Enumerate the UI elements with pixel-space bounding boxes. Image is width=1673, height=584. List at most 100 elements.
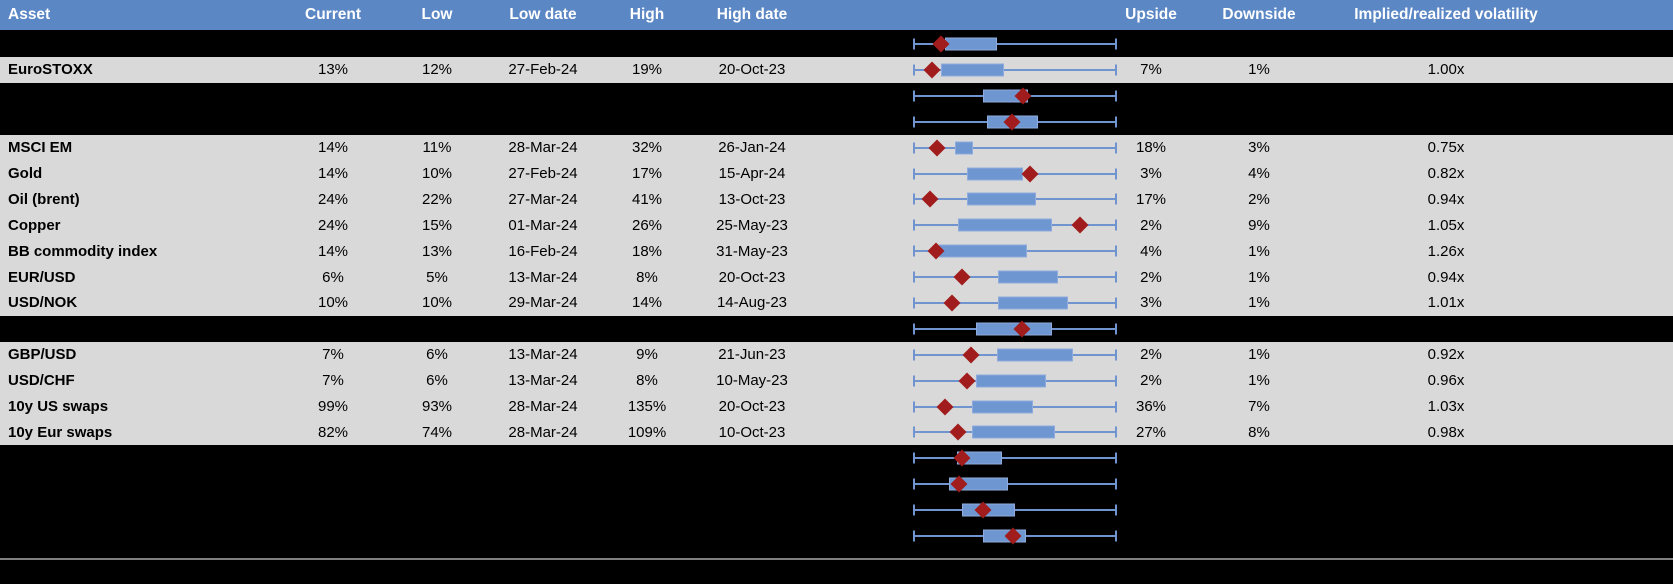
quartile-box [940,63,1004,77]
whisker-cap-right [1115,297,1117,309]
spacer-row [0,30,1673,57]
boxplot [800,135,1120,161]
column-header-high-date: High date [716,6,788,23]
cell-low-date: 28-Mar-24 [508,423,578,441]
table-row: Oil (brent) 24% 22% 27-Mar-24 41% 13-Oct-23 17… [0,186,1673,213]
cell-low: 6% [426,372,448,390]
current-marker-diamond [949,423,967,441]
boxplot [800,212,1120,238]
cell-high: 41% [631,190,663,208]
cell-upside: 18% [1135,139,1167,157]
table-row: USD/CHF 7% 6% 13-Mar-24 8% 10-May-23 2% 1% 0.96x [0,367,1673,394]
cell-current: 13% [317,61,349,79]
quartile-box [955,141,973,155]
cell-high-date: 25-May-23 [716,216,788,234]
cell-asset: 10y Eur swaps [8,423,113,441]
divider-line [0,557,1673,560]
table-row: Copper 24% 15% 01-Mar-24 26% 25-May-23 2% 9% 1.0… [0,212,1673,239]
cell-high-date: 20-Oct-23 [718,398,786,416]
current-marker-diamond [928,139,946,157]
whisker-cap-right [1115,90,1117,102]
current-marker-diamond [923,61,941,79]
cell-impl-real: 0.94x [1427,268,1465,286]
whisker-cap-left [913,478,915,490]
cell-low-date: 27-Feb-24 [508,165,578,182]
cell-asset: Oil (brent) [8,190,80,208]
boxplot [800,394,1120,420]
table-row: Gold 14% 10% 27-Feb-24 17% 15-Apr-24 3% 4% 0.82x [0,160,1673,187]
cell-low-date: 16-Feb-24 [508,242,578,260]
spacer-row [0,471,1673,498]
quartile-box [976,374,1046,388]
cell-impl-real: 0.96x [1427,372,1465,390]
whisker-cap-left [913,245,915,257]
whisker-line [913,68,1117,71]
spacer-row [0,445,1673,472]
cell-impl-real: 0.82x [1427,165,1465,182]
cell-upside: 2% [1140,216,1162,234]
cell-downside: 4% [1248,165,1270,182]
cell-high: 18% [631,242,663,260]
cell-impl-real: 1.05x [1427,216,1465,234]
column-header-upside: Upside [1125,6,1177,23]
whisker-cap-left [913,297,915,309]
cell-high-date: 31-May-23 [716,242,788,260]
boxplot [800,30,1120,57]
boxplot [800,316,1120,342]
cell-impl-real: 0.98x [1427,423,1465,441]
whisker-cap-left [913,349,915,361]
table-row: EUR/USD 6% 5% 13-Mar-24 8% 20-Oct-23 2% 1% 0.94x [0,264,1673,291]
cell-downside: 1% [1248,346,1270,364]
cell-low-date: 01-Mar-24 [508,216,578,234]
cell-low-date: 13-Mar-24 [508,372,578,390]
cell-high-date: 10-May-23 [716,372,788,390]
bottom-band [0,559,1673,584]
boxplot [800,497,1120,523]
cell-high: 109% [627,423,667,441]
cell-upside: 17% [1135,190,1167,208]
cell-downside: 1% [1248,294,1270,312]
cell-high: 8% [636,268,658,286]
cell-high: 9% [636,346,658,364]
cell-current: 7% [322,372,344,390]
cell-impl-real: 0.92x [1427,346,1465,364]
cell-low-date: 27-Mar-24 [508,190,578,208]
cell-high: 32% [631,139,663,157]
cell-current: 14% [317,165,349,182]
cell-low-date: 28-Mar-24 [508,398,578,416]
cell-downside: 7% [1248,398,1270,416]
cell-upside: 2% [1140,268,1162,286]
cell-high-date: 20-Oct-23 [718,61,786,79]
cell-asset: BB commodity index [8,242,158,260]
whisker-cap-right [1115,193,1117,205]
cell-high: 19% [631,61,663,79]
cell-downside: 1% [1248,372,1270,390]
spacer-row [0,523,1673,549]
cell-high-date: 21-Jun-23 [718,346,786,364]
quartile-box [945,37,998,50]
cell-downside: 8% [1248,423,1270,441]
cell-current: 24% [317,190,349,208]
boxplot [800,264,1120,290]
whisker-cap-right [1115,452,1117,464]
table-row: 10y US swaps 99% 93% 28-Mar-24 135% 20-Oct-23… [0,393,1673,420]
whisker-cap-right [1115,504,1117,516]
spacer-row [0,108,1673,135]
cell-impl-real: 1.03x [1427,398,1465,416]
boxplot [800,83,1120,109]
cell-low: 11% [422,139,452,157]
current-marker-diamond [1021,165,1039,182]
cell-asset: Gold [8,165,43,182]
cell-impl-real: 1.01x [1427,294,1465,312]
current-marker-diamond [953,268,971,286]
whisker-cap-left [913,375,915,387]
cell-low: 22% [421,190,453,208]
boxplot [800,419,1120,445]
boxplot [800,523,1120,549]
whisker-cap-left [913,401,915,413]
table-row: MSCI EM 14% 11% 28-Mar-24 32% 26-Jan-24 18% 3% 0… [0,134,1673,161]
cell-downside: 2% [1248,190,1270,208]
cell-low: 10% [421,294,453,312]
whisker-cap-left [913,193,915,205]
cell-asset: USD/CHF [8,372,75,390]
